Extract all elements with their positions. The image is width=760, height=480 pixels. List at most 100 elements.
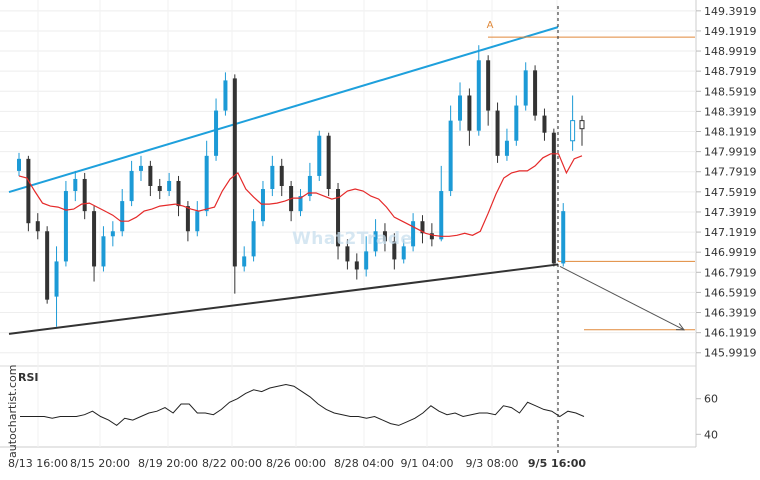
- price-tick-label: 147.1919: [704, 226, 757, 239]
- price-tick-label: 147.3919: [704, 206, 757, 219]
- moving-average-line: [18, 153, 583, 237]
- candle-body: [92, 211, 97, 267]
- candle-body: [336, 189, 341, 247]
- candle-body: [214, 110, 219, 156]
- price-tick-label: 148.3919: [704, 105, 757, 118]
- candle-body: [26, 158, 31, 224]
- candle-body: [504, 140, 509, 156]
- time-tick-label: 9/3 08:00: [466, 457, 519, 470]
- candle-body: [392, 241, 397, 260]
- point-a-label: A: [487, 20, 494, 31]
- candle-body: [345, 246, 350, 262]
- candle-body: [326, 135, 331, 190]
- candle-body: [73, 178, 78, 192]
- candle-body: [35, 221, 40, 232]
- price-tick-label: 146.5919: [704, 286, 757, 299]
- candle-body: [17, 158, 21, 171]
- candle-body: [561, 211, 566, 264]
- price-tick-label: 145.9919: [704, 347, 757, 360]
- candle-body: [185, 206, 190, 232]
- candle-body: [110, 231, 115, 237]
- time-tick-label: 8/28 04:00: [334, 457, 394, 470]
- candle-body: [401, 246, 406, 260]
- price-tick-label: 148.1919: [704, 126, 757, 139]
- price-tick-label: 148.7919: [704, 65, 757, 78]
- candle-body: [523, 70, 528, 106]
- time-tick-label: 8/26 00:00: [266, 457, 326, 470]
- rsi-line: [20, 383, 585, 427]
- candle-body: [448, 120, 453, 192]
- rsi-title: RSI: [18, 371, 39, 384]
- time-tick-label: 9/1 04:00: [401, 457, 454, 470]
- rsi-tick-label: 40: [704, 428, 718, 441]
- time-tick-label: 8/13 16:00: [8, 457, 68, 470]
- candle-body: [242, 256, 247, 267]
- candle-body: [101, 236, 106, 267]
- resistance-trendline: [8, 26, 559, 193]
- candle-body: [373, 231, 378, 252]
- watermark: What2Trade: [292, 229, 413, 249]
- time-tick-label: 8/15 20:00: [70, 457, 130, 470]
- candle-body: [307, 175, 312, 197]
- projection-arrow-line: [559, 265, 685, 331]
- candle-body: [45, 231, 50, 300]
- candle-body: [54, 261, 59, 297]
- candle-body: [579, 120, 585, 130]
- price-tick-label: 148.9919: [704, 45, 757, 58]
- side-credit: autochartist.com: [6, 364, 19, 458]
- time-tick-label: 9/5 16:00: [528, 457, 587, 470]
- time-tick-label: 8/22 00:00: [202, 457, 262, 470]
- candle-body: [120, 201, 125, 232]
- price-tick-label: 146.1919: [704, 327, 757, 340]
- candle-body: [382, 231, 387, 242]
- candle-body: [63, 191, 68, 262]
- candle-body: [476, 60, 481, 131]
- candle-body: [138, 165, 143, 171]
- projection-arrow-head: [675, 323, 686, 331]
- candle-body: [195, 211, 200, 232]
- price-tick-label: 147.5919: [704, 186, 757, 199]
- candle-body: [298, 196, 303, 212]
- candle-body: [411, 221, 416, 247]
- candle-body: [223, 80, 228, 111]
- candle-body: [251, 221, 256, 257]
- candle-body: [533, 70, 538, 116]
- price-tick-label: 146.3919: [704, 307, 757, 320]
- candle-body: [551, 132, 556, 264]
- time-tick-label: 8/19 20:00: [138, 457, 198, 470]
- candle-body: [317, 135, 322, 176]
- price-tick-label: 147.7919: [704, 166, 757, 179]
- price-tick-label: 149.1919: [704, 25, 757, 38]
- candle-body: [204, 155, 209, 212]
- rsi-tick-label: 60: [704, 393, 718, 406]
- candle-body: [514, 105, 519, 141]
- candle-body: [570, 120, 576, 142]
- candle-body: [129, 170, 134, 202]
- candle-body: [458, 95, 463, 121]
- candle-body: [167, 180, 172, 192]
- candle-body: [157, 186, 162, 192]
- price-tick-label: 146.9919: [704, 246, 757, 259]
- candle-body: [279, 165, 284, 186]
- candle-body: [467, 95, 472, 131]
- candle-body: [354, 261, 359, 270]
- price-tick-label: 148.5919: [704, 85, 757, 98]
- support-trendline: [8, 263, 559, 335]
- candle-body: [364, 251, 369, 270]
- candle-body: [429, 233, 434, 240]
- price-tick-label: 149.3919: [704, 5, 757, 18]
- candle-body: [260, 189, 265, 222]
- candle-body: [420, 221, 425, 234]
- candle-body: [82, 178, 87, 212]
- candle-body: [176, 180, 181, 207]
- price-tick-label: 147.9919: [704, 146, 757, 159]
- candle-body: [542, 115, 547, 133]
- candle-body: [232, 78, 237, 267]
- candle-body: [270, 165, 275, 190]
- price-tick-label: 146.7919: [704, 266, 757, 279]
- candle-body: [486, 60, 491, 111]
- candle-body: [439, 191, 444, 240]
- candle-body: [148, 165, 153, 186]
